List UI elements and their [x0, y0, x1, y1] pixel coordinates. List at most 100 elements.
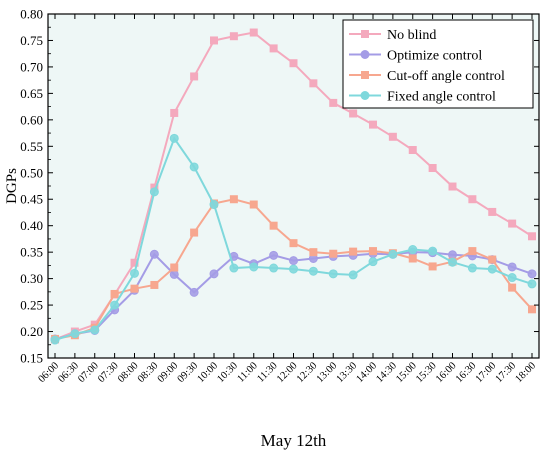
data-point: [527, 279, 537, 289]
data-point: [190, 228, 199, 237]
data-point: [209, 200, 219, 210]
data-point: [428, 246, 438, 256]
data-point: [328, 269, 338, 279]
x-tick-label: 13:00: [315, 360, 340, 385]
data-point: [269, 250, 279, 260]
x-tick-label: 14:00: [354, 360, 379, 385]
data-point: [249, 28, 258, 37]
data-point: [149, 187, 159, 197]
data-point: [508, 219, 517, 228]
legend-item-3: Fixed angle control: [349, 90, 496, 105]
data-point: [289, 239, 298, 248]
data-point: [169, 269, 179, 279]
x-tick-label: 14:30: [374, 360, 399, 385]
legend: No blind Optimize control Cut-off angle co…: [342, 19, 534, 109]
data-point: [467, 263, 477, 273]
data-point: [289, 264, 298, 274]
y-tick-label: 0.40: [20, 218, 43, 233]
data-point: [289, 59, 298, 68]
legend-label: No blind: [387, 28, 436, 43]
x-tick-label: 07:30: [96, 360, 121, 385]
data-point: [528, 232, 536, 241]
x-tick-label: 09:30: [176, 360, 201, 385]
x-tick-label: 11:00: [235, 360, 259, 384]
y-axis-label: DGPs: [4, 168, 20, 204]
x-tick-label: 10:00: [195, 360, 220, 385]
y-tick-label: 0.20: [20, 324, 43, 339]
y-tick-label: 0.70: [20, 59, 43, 74]
x-tick-label: 17:00: [474, 360, 499, 385]
data-point: [149, 249, 159, 259]
data-point: [368, 257, 378, 267]
legend-label: Optimize control: [387, 49, 482, 64]
x-tick-label: 17:30: [494, 360, 519, 385]
legend-item-2: Cut-off angle control: [349, 69, 505, 84]
data-point: [90, 325, 100, 335]
data-point: [448, 250, 457, 260]
x-tick-label: 09:00: [156, 360, 181, 385]
data-point: [349, 247, 358, 256]
data-point: [289, 256, 298, 266]
y-tick-label: 0.15: [20, 351, 43, 366]
x-tick-label: 12:00: [275, 360, 300, 385]
legend-item-0: No blind: [349, 28, 436, 43]
data-point: [308, 266, 318, 276]
data-point: [448, 257, 457, 267]
data-point: [189, 287, 199, 297]
data-point: [269, 221, 278, 230]
data-point: [229, 195, 238, 204]
y-tick-label: 0.35: [20, 245, 43, 260]
data-point: [508, 283, 517, 292]
x-tick-label: 15:30: [414, 360, 439, 385]
data-point: [369, 247, 377, 256]
series-3: [50, 133, 537, 345]
y-tick-label: 0.25: [20, 298, 43, 313]
x-tick-label: 08:00: [116, 360, 141, 385]
data-point: [210, 36, 218, 45]
data-point: [110, 289, 119, 298]
data-point: [329, 249, 338, 258]
x-tick-label: 07:00: [76, 360, 101, 385]
data-point: [488, 255, 497, 264]
data-point: [50, 335, 60, 345]
data-point: [507, 273, 517, 283]
data-point: [527, 269, 537, 279]
legend-item-1: Optimize control: [349, 49, 482, 64]
data-point: [468, 195, 477, 204]
data-point: [110, 300, 120, 310]
legend-label: Cut-off angle control: [387, 69, 505, 84]
data-point: [408, 254, 417, 263]
y-tick-label: 0.55: [20, 139, 43, 154]
data-point: [249, 262, 259, 272]
data-point: [369, 120, 377, 129]
data-point: [189, 162, 199, 172]
y-tick-label: 0.60: [20, 112, 43, 127]
x-tick-label: 18:00: [513, 360, 538, 385]
legend-label: Fixed angle control: [387, 90, 496, 105]
y-tick-label: 0.65: [20, 86, 43, 101]
y-tick-label: 0.45: [20, 192, 43, 207]
x-tick-label: 11:30: [255, 360, 279, 384]
data-point: [349, 109, 358, 118]
data-point: [408, 245, 418, 255]
y-tick-label: 0.50: [20, 165, 43, 180]
data-point: [130, 268, 139, 278]
legend-marker: [360, 50, 370, 59]
y-tick-label: 0.80: [20, 7, 43, 22]
y-tick-label: 0.75: [20, 33, 43, 48]
data-point: [329, 98, 338, 107]
x-tick-label: 16:30: [454, 360, 479, 385]
data-point: [150, 280, 159, 289]
data-point: [487, 264, 497, 274]
data-point: [488, 207, 497, 216]
x-tick-label: 06:30: [56, 360, 81, 385]
data-point: [269, 44, 278, 53]
data-point: [269, 263, 279, 273]
data-point: [468, 247, 477, 256]
data-point: [190, 72, 199, 81]
data-point: [388, 132, 397, 141]
data-point: [229, 263, 239, 273]
data-point: [229, 32, 238, 41]
